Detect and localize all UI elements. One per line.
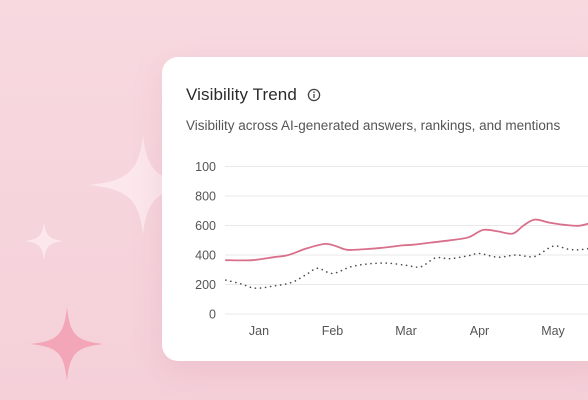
x-tick-label: Jan [249, 324, 269, 338]
y-tick-label: 200 [195, 278, 216, 292]
y-tick-label: 400 [195, 249, 216, 263]
y-tick-label: 0 [209, 308, 216, 322]
y-tick-label: 100 [195, 160, 216, 174]
large-sparkle-icon [88, 135, 198, 235]
x-tick-label: Mar [395, 324, 417, 338]
y-tick-label: 800 [195, 190, 216, 204]
x-tick-label: May [541, 324, 565, 338]
card-title: Visibility Trend [186, 85, 297, 104]
x-tick-label: Feb [322, 324, 344, 338]
info-icon[interactable] [307, 88, 321, 102]
series-line-secondary [225, 245, 588, 290]
x-tick-label: Apr [470, 324, 489, 338]
pink-sparkle-icon [30, 307, 104, 381]
small-sparkle-icon [25, 222, 63, 260]
visibility-line-chart: 0 200 400 600 800 100 Jan Feb Mar Apr May [195, 160, 588, 338]
card-subtitle: Visibility across AI-generated answers, … [186, 118, 561, 133]
y-tick-label: 600 [195, 219, 216, 233]
card-header: Visibility Trend [186, 85, 321, 105]
series-line-primary [225, 218, 588, 262]
visibility-trend-card: Visibility Trend Visibility across AI-ge… [162, 57, 588, 361]
